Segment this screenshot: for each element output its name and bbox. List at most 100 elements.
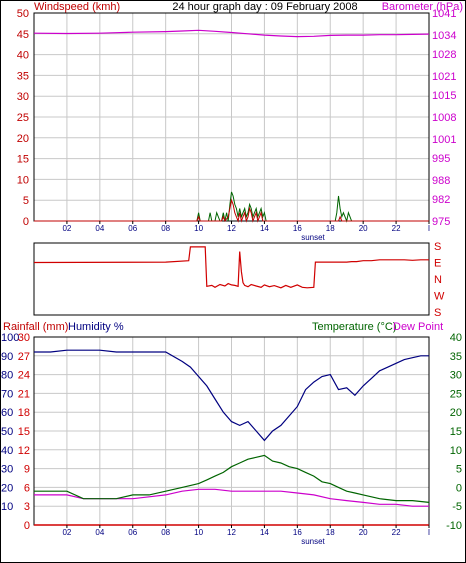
x-tick-label: 14 [260,528,269,537]
x-tick-label: 14 [260,224,269,233]
windspeed-axis: 0 5 10 15 20 25 30 35 40 45 50 [17,8,29,228]
windspeed-tick-label: 20 [17,133,29,145]
x-tick-label: 12 [227,528,236,537]
windspeed-tick-label: 15 [17,154,29,166]
windspeed-tick-label: 30 [17,91,29,103]
x-tick-label: 18 [326,224,335,233]
windspeed-tick-label: 25 [17,112,29,124]
barometer-title: Barometer (hPa) [382,1,463,13]
windspeed-tick-label: 35 [17,70,29,82]
humidity-tick-label: 90 [1,351,13,363]
humidity-tick-label: 20 [1,482,13,494]
humidity-tick-label: 100 [1,332,19,344]
windspeed-tick-label: 40 [17,50,29,62]
x-tick-label: 20 [359,528,368,537]
rainfall-tick-label: 27 [18,351,30,363]
direction-tick-label: E [434,258,441,270]
x-tick-label: 08 [161,224,170,233]
humidity-tick-label: 30 [1,464,13,476]
humidity-title: Humidity % [68,321,124,333]
temperature-tick-label: -5 [452,501,462,513]
rainfall-tick-label: 21 [18,388,30,400]
barometer-tick-label: 1001 [432,134,456,146]
x-tick-label: 02 [62,528,71,537]
x-tick-label: 22 [392,528,401,537]
barometer-tick-label: 1008 [432,112,456,124]
top-series [33,29,430,223]
temperature-tick-label: 5 [456,464,462,476]
direction-tick-label: N [434,274,442,286]
rainfall-tick-label: 3 [24,501,30,513]
x-tick-label: 20 [359,224,368,233]
windspeed-title: Windspeed (kmh) [34,1,120,13]
rainfall-tick-label: 24 [18,370,30,382]
windspeed-tick-label: 0 [23,216,29,228]
x-tick-label: I [428,528,430,537]
temperature-tick-label: 0 [456,482,462,494]
temperature-tick-label: 10 [450,445,462,457]
barometer-tick-label: 1028 [432,49,456,61]
graph-title: 24 hour graph day : 09 February 2008 [172,1,357,13]
x-tick-label: 06 [128,528,137,537]
windspeed-tick-label: 10 [17,174,29,186]
rainfall-tick-label: 6 [24,482,30,494]
rainfall-tick-label: 30 [18,332,30,344]
humidity-tick-label: 10 [1,501,13,513]
barometer-tick-label: 1034 [432,30,456,42]
windspeed-line [34,198,429,223]
windspeed-tick-label: 50 [17,8,29,20]
temperature-tick-label: 15 [450,426,462,438]
windspeed-tick-label: 5 [23,195,29,207]
x-tick-label: 04 [95,528,104,537]
humidity-tick-label: 70 [1,388,13,400]
temperature-tick-label: 20 [450,407,462,419]
humidity-tick-label: 80 [1,370,13,382]
sunset-label-top: sunset [301,233,325,242]
rainfall-title: Rainfall (mm) [3,321,68,333]
barometer-tick-label: 995 [432,153,450,165]
barometer-tick-label: 1015 [432,90,456,102]
rainfall-tick-label: 0 [24,520,30,532]
humidity-tick-label: 50 [1,426,13,438]
barometer-tick-label: 988 [432,175,450,187]
x-tick-label: I [428,224,430,233]
direction-tick-label: S [434,307,441,319]
bottom-grid [34,337,430,525]
x-tick-label: 02 [62,224,71,233]
x-tick-label: 04 [95,224,104,233]
x-tick-label: 08 [161,528,170,537]
rainfall-tick-label: 18 [18,407,30,419]
top-x-axis: 02 04 06 08 10 12 14 16 18 20 22 I [62,221,430,233]
direction-series [33,246,429,289]
x-tick-label: 06 [128,224,137,233]
humidity-line [34,349,429,442]
wind-gust-line [34,191,429,223]
temperature-line [34,454,430,503]
temperature-title: Temperature (°C) [312,321,396,333]
temperature-tick-label: 25 [450,388,462,400]
x-tick-label: 10 [194,528,203,537]
x-tick-label: 16 [293,528,302,537]
bottom-x-axis: 02 04 06 08 10 12 14 16 18 20 22 I [62,525,430,537]
direction-plot-border [33,242,430,316]
direction-tick-label: S [434,241,441,253]
barometer-axis: 975 982 988 995 1001 1008 1015 1021 1028 1034 1041 [432,8,456,228]
temperature-tick-label: 40 [450,332,462,344]
barometer-tick-label: 975 [432,216,450,228]
temperature-axis: -10 -5 0 5 10 15 20 25 30 35 40 [446,332,462,532]
humidity-tick-label: 60 [1,407,13,419]
rainfall-tick-label: 15 [18,426,30,438]
rainfall-humidity-axis: 10 20 30 40 50 60 70 80 90 100 0 3 6 9 12 15 18 21 24 27 30 [1,332,30,532]
rainfall-tick-label: 9 [24,464,30,476]
barometer-tick-label: 1041 [432,8,456,20]
temperature-tick-label: -10 [446,520,462,532]
rainfall-tick-label: 12 [18,445,30,457]
barometer-tick-label: 982 [432,194,450,206]
sunset-label-bottom: sunset [301,537,325,546]
x-tick-label: 18 [326,528,335,537]
temperature-tick-label: 30 [450,370,462,382]
humidity-tick-label: 40 [1,445,13,457]
dewpoint-title: Dew Point [393,321,443,333]
